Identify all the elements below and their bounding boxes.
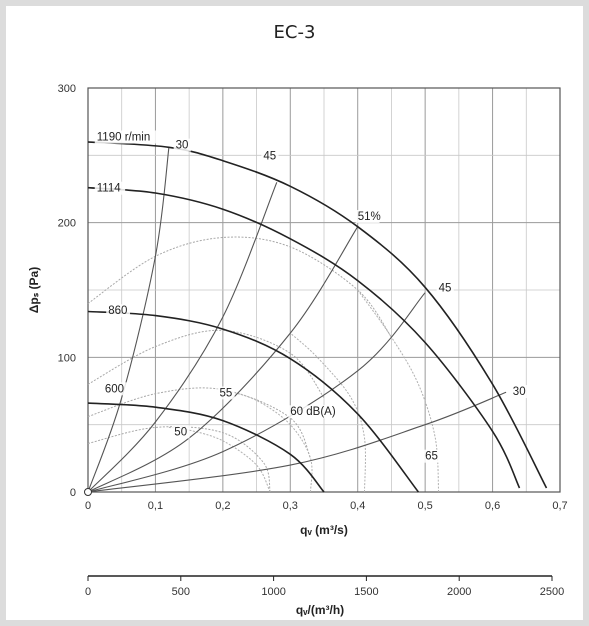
page-title: EC-3	[273, 22, 316, 43]
curve-label-bg	[355, 209, 380, 223]
curve-label-bg	[217, 386, 235, 400]
x-tick-label: 0,3	[283, 500, 298, 512]
curve-label: 55	[219, 387, 232, 399]
curve-label-bg	[102, 382, 127, 396]
x2-tick-label: 500	[172, 586, 190, 598]
curve-label-bg	[423, 449, 441, 463]
fan-curve	[87, 186, 521, 489]
curve-label-bg	[288, 405, 346, 419]
x-tick-label: 0,4	[350, 500, 365, 512]
x2-tick-label: 2500	[540, 586, 564, 598]
x-tick-label: 0,2	[215, 500, 230, 512]
y-tick-label: 300	[58, 83, 76, 95]
curve-label: 860	[108, 305, 127, 317]
curve-label-bg	[173, 138, 191, 152]
curve-label: 30	[513, 386, 526, 398]
origin-marker	[84, 488, 92, 496]
x2-axis-label: qᵥ/(m³/h)	[296, 603, 344, 617]
curve-label: 600	[105, 383, 124, 395]
curve-label-bg	[94, 181, 126, 195]
efficiency-curve	[87, 226, 359, 493]
fan-curve	[87, 310, 420, 493]
curve-label-bg	[436, 281, 454, 295]
x-tick-label: 0	[85, 500, 91, 512]
x-tick-label: 0,1	[148, 500, 163, 512]
x-tick-label: 0,7	[552, 500, 567, 512]
efficiency-curve	[87, 391, 507, 493]
x2-tick-label: 2000	[447, 586, 471, 598]
x2-tick-label: 1500	[354, 586, 378, 598]
x-tick-label: 0,5	[417, 500, 432, 512]
system-curve	[87, 426, 271, 493]
sound-curve	[222, 389, 313, 493]
curve-label-bg	[106, 304, 131, 318]
system-curve	[87, 329, 325, 399]
x-tick-label: 0,6	[485, 500, 500, 512]
curve-label: 30	[176, 140, 189, 152]
curve-label: 50	[174, 426, 187, 438]
system-curve	[87, 387, 311, 459]
chart-card	[6, 6, 583, 620]
curve-label-bg	[261, 149, 279, 163]
sound-curve	[289, 332, 366, 493]
curve-label: 45	[263, 150, 276, 162]
curve-label: 51%	[358, 211, 381, 223]
curve-label: 1114	[97, 183, 121, 195]
curve-label: 60 dB(A)	[290, 406, 336, 418]
sound-curve	[168, 426, 271, 493]
efficiency-curve	[87, 147, 170, 493]
curve-label-bg	[510, 385, 528, 399]
y-axis-label: Δpₛ (Pa)	[27, 267, 41, 313]
system-curve	[87, 236, 392, 338]
y-tick-label: 100	[58, 352, 76, 364]
curve-label: 65	[425, 451, 438, 463]
curve-label-bg	[172, 425, 190, 439]
curve-label-bg	[94, 130, 165, 144]
x2-tick-label: 0	[85, 586, 91, 598]
fan-curve	[87, 402, 325, 493]
curve-label: 45	[439, 282, 452, 294]
x2-tick-label: 1000	[261, 586, 285, 598]
y-tick-label: 200	[58, 218, 76, 230]
curve-label: 1190 r/min	[97, 132, 150, 144]
x-axis-label: qᵥ (m³/s)	[300, 523, 348, 537]
y-tick-label: 0	[70, 487, 76, 499]
efficiency-curve	[87, 182, 278, 493]
